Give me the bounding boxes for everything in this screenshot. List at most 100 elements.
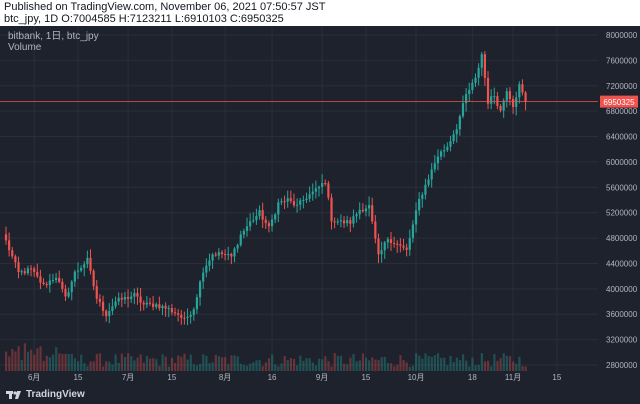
volume-bar	[167, 366, 170, 371]
volume-bar	[380, 357, 383, 371]
volume-bar	[145, 356, 149, 371]
candle-body	[45, 283, 48, 286]
candle-body	[515, 97, 518, 107]
volume-bar	[512, 361, 515, 371]
candle-body	[139, 296, 142, 303]
volume-bar	[36, 348, 39, 371]
volume-bar	[189, 354, 192, 371]
footer: TradingView	[0, 384, 640, 404]
volume-bar	[261, 366, 264, 371]
candle-body	[54, 277, 58, 281]
candle-body	[92, 270, 95, 287]
candle-body	[380, 250, 383, 255]
brand-label: TradingView	[26, 389, 85, 400]
ohlc-info: btc_jpy, 1D O:7004585 H:7123211 L:691010…	[4, 13, 284, 25]
candle-body	[308, 194, 311, 199]
volume-bar	[26, 351, 30, 371]
candle-body	[89, 257, 92, 271]
candle-body	[73, 271, 76, 282]
candle-body	[220, 252, 224, 255]
x-tick-label: 18	[468, 373, 477, 382]
volume-bar	[174, 362, 177, 371]
volume-bar	[361, 353, 365, 371]
candle-body	[418, 198, 421, 211]
volume-bar	[192, 364, 195, 371]
volume-bar	[336, 355, 339, 371]
volume-bar	[496, 360, 499, 371]
volume-bar	[142, 362, 145, 371]
candle-body	[108, 311, 111, 317]
y-tick-label: 4000000	[606, 285, 638, 294]
y-tick-label: 3600000	[606, 310, 638, 319]
candle-body	[383, 242, 386, 251]
candle-body	[342, 220, 346, 224]
candle-body	[361, 209, 364, 212]
volume-bar	[120, 353, 124, 371]
volume-bar	[39, 346, 42, 371]
candle-body	[314, 188, 317, 192]
candle-body	[224, 254, 227, 256]
volume-bar	[114, 354, 117, 371]
y-tick-label: 6800000	[606, 107, 638, 116]
candle-body	[130, 296, 133, 299]
candle-body	[436, 156, 440, 164]
volume-bar	[155, 359, 158, 371]
volume-bar	[208, 363, 211, 371]
candle-body	[468, 89, 471, 95]
volume-bar	[55, 347, 58, 371]
candle-body	[164, 305, 167, 309]
x-tick-label: 11月	[505, 373, 521, 382]
y-tick-label: 6400000	[606, 133, 638, 142]
candle-body	[471, 82, 474, 90]
volume-bar	[51, 354, 55, 371]
volume-bar	[383, 356, 386, 371]
candle-body	[180, 314, 183, 318]
volume-bar	[214, 354, 217, 371]
candle-body	[299, 200, 302, 205]
volume-bar	[230, 355, 233, 371]
chart-legend: bitbank, 1日, btc_jpy Volume	[8, 31, 99, 53]
candle-body	[230, 254, 233, 257]
y-tick-label: 4800000	[606, 234, 638, 243]
candle-body	[505, 91, 508, 101]
volume-bar	[17, 346, 20, 371]
candle-body	[242, 230, 245, 235]
candle-body	[117, 297, 120, 302]
candlestick-chart[interactable]: 6950325 2800000 3200000 3600000 4000000 44000…	[0, 26, 640, 384]
candle-body	[23, 271, 26, 274]
volume-bar	[458, 360, 462, 371]
candle-body	[111, 306, 114, 312]
candle-body	[239, 234, 242, 246]
volume-bar	[358, 360, 361, 371]
volume-bar	[377, 359, 380, 371]
volume-bar	[271, 354, 274, 371]
candle-body	[227, 254, 230, 256]
volume-bar	[421, 358, 424, 371]
volume-bar	[277, 366, 280, 371]
candle-body	[14, 256, 17, 263]
volume-bar	[405, 362, 408, 371]
candle-body	[155, 304, 158, 307]
candle-body	[430, 169, 433, 180]
volume-bar	[205, 355, 208, 371]
candle-body	[8, 240, 11, 251]
candle-body	[236, 245, 239, 249]
volume-bar	[139, 354, 142, 371]
candle-body	[233, 248, 236, 257]
candle-body	[389, 239, 393, 244]
candle-body	[321, 183, 324, 187]
candle-body	[133, 293, 136, 297]
volume-bar	[264, 362, 267, 371]
candle-body	[317, 186, 321, 189]
x-tick-label: 8月	[219, 373, 231, 382]
candle-body	[83, 264, 86, 268]
volume-bar	[105, 361, 108, 371]
chart-panel[interactable]: 6950325 2800000 3200000 3600000 4000000 44000…	[0, 26, 640, 384]
volume-bar	[433, 355, 437, 371]
volume-bar	[396, 364, 399, 371]
x-tick-label: 15	[74, 373, 83, 382]
volume-bar	[427, 355, 430, 371]
volume-bar	[249, 363, 252, 371]
tradingview-logo[interactable]: TradingView	[6, 389, 85, 400]
candle-body	[142, 302, 145, 305]
